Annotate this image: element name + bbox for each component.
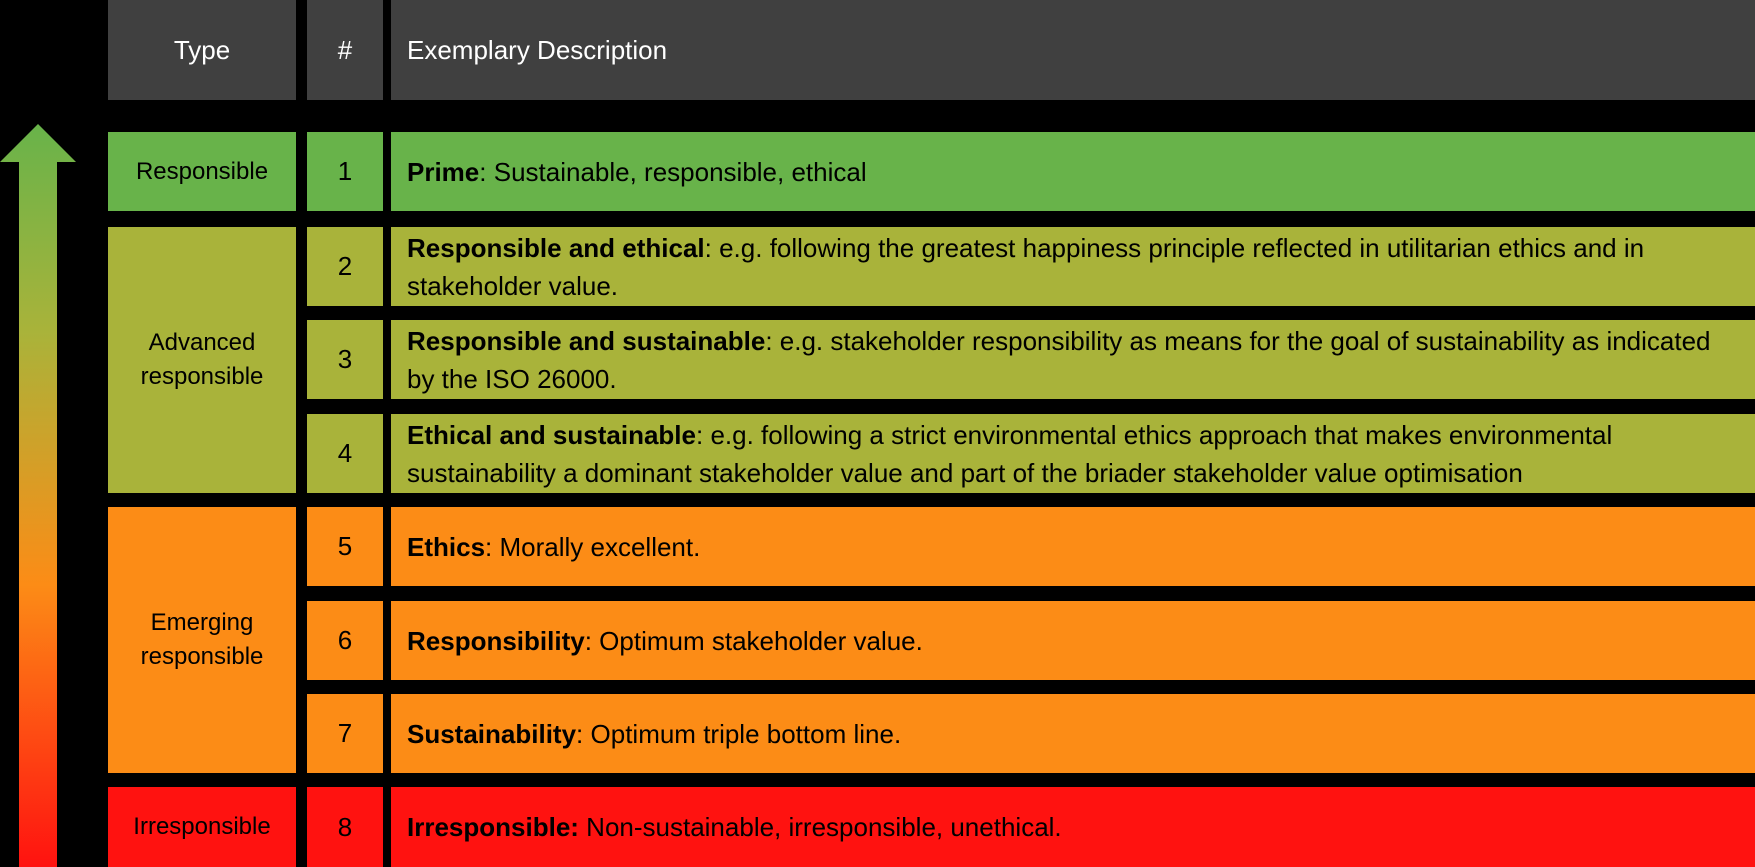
row-text: Morally excellent. [492,531,701,562]
row-term: Ethics [407,531,486,562]
row-term: Prime [407,156,480,187]
row-description: Responsibility: Optimum stakeholder valu… [391,601,1755,680]
row-number: 6 [307,601,383,680]
header-description: Exemplary Description [391,0,1755,100]
header-number: # [307,0,383,100]
row-description: Irresponsible: Non-sustainable, irrespon… [391,787,1755,867]
row-text: e.g. following the greatest happiness pr… [407,232,1645,301]
row-description: Sustainability: Optimum triple bottom li… [391,694,1755,773]
row-number: 8 [307,787,383,867]
row-number: 3 [307,320,383,399]
row-term: Ethical and sustainable [407,419,696,450]
row-term: Responsible and ethical [407,232,705,263]
row-separator: : [584,625,592,656]
row-term: Responsibility [407,625,585,656]
row-number: 1 [307,132,383,211]
row-description: Responsible and sustainable: e.g. stakeh… [391,320,1755,399]
row-term: Responsible and sustainable [407,325,766,356]
row-number: 4 [307,414,383,493]
row-text: Optimum triple bottom line. [583,718,902,749]
row-term: Sustainability [407,718,577,749]
row-number: 7 [307,694,383,773]
row-description: Prime: Sustainable, responsible, ethical [391,132,1755,211]
row-separator: : [479,156,487,187]
row-text: Non-sustainable, irresponsible, unethica… [578,812,1062,842]
row-separator: : [576,718,584,749]
row-separator: : [704,232,712,263]
type-emerging-responsible: Emerging responsible [108,507,296,773]
row-text: Sustainable, responsible, ethical [486,156,867,187]
row-description: Responsible and ethical: e.g. following … [391,227,1755,306]
row-separator: : [485,531,493,562]
type-irresponsible: Irresponsible [108,787,296,867]
type-advanced-responsible: Advanced responsible [108,227,296,493]
row-text: e.g. following a strict environmental et… [407,419,1613,488]
row-text: Optimum stakeholder value. [591,625,923,656]
gradient-up-arrow-icon [0,124,76,867]
row-text: e.g. stakeholder responsibility as means… [407,325,1711,394]
header-type: Type [108,0,296,100]
row-number: 5 [307,507,383,586]
row-description: Ethical and sustainable: e.g. following … [391,414,1755,493]
type-responsible: Responsible [108,132,296,211]
row-term: Irresponsible: [407,812,579,842]
row-separator: : [765,325,773,356]
row-separator: : [695,419,704,450]
row-description: Ethics: Morally excellent. [391,507,1755,586]
row-number: 2 [307,227,383,306]
